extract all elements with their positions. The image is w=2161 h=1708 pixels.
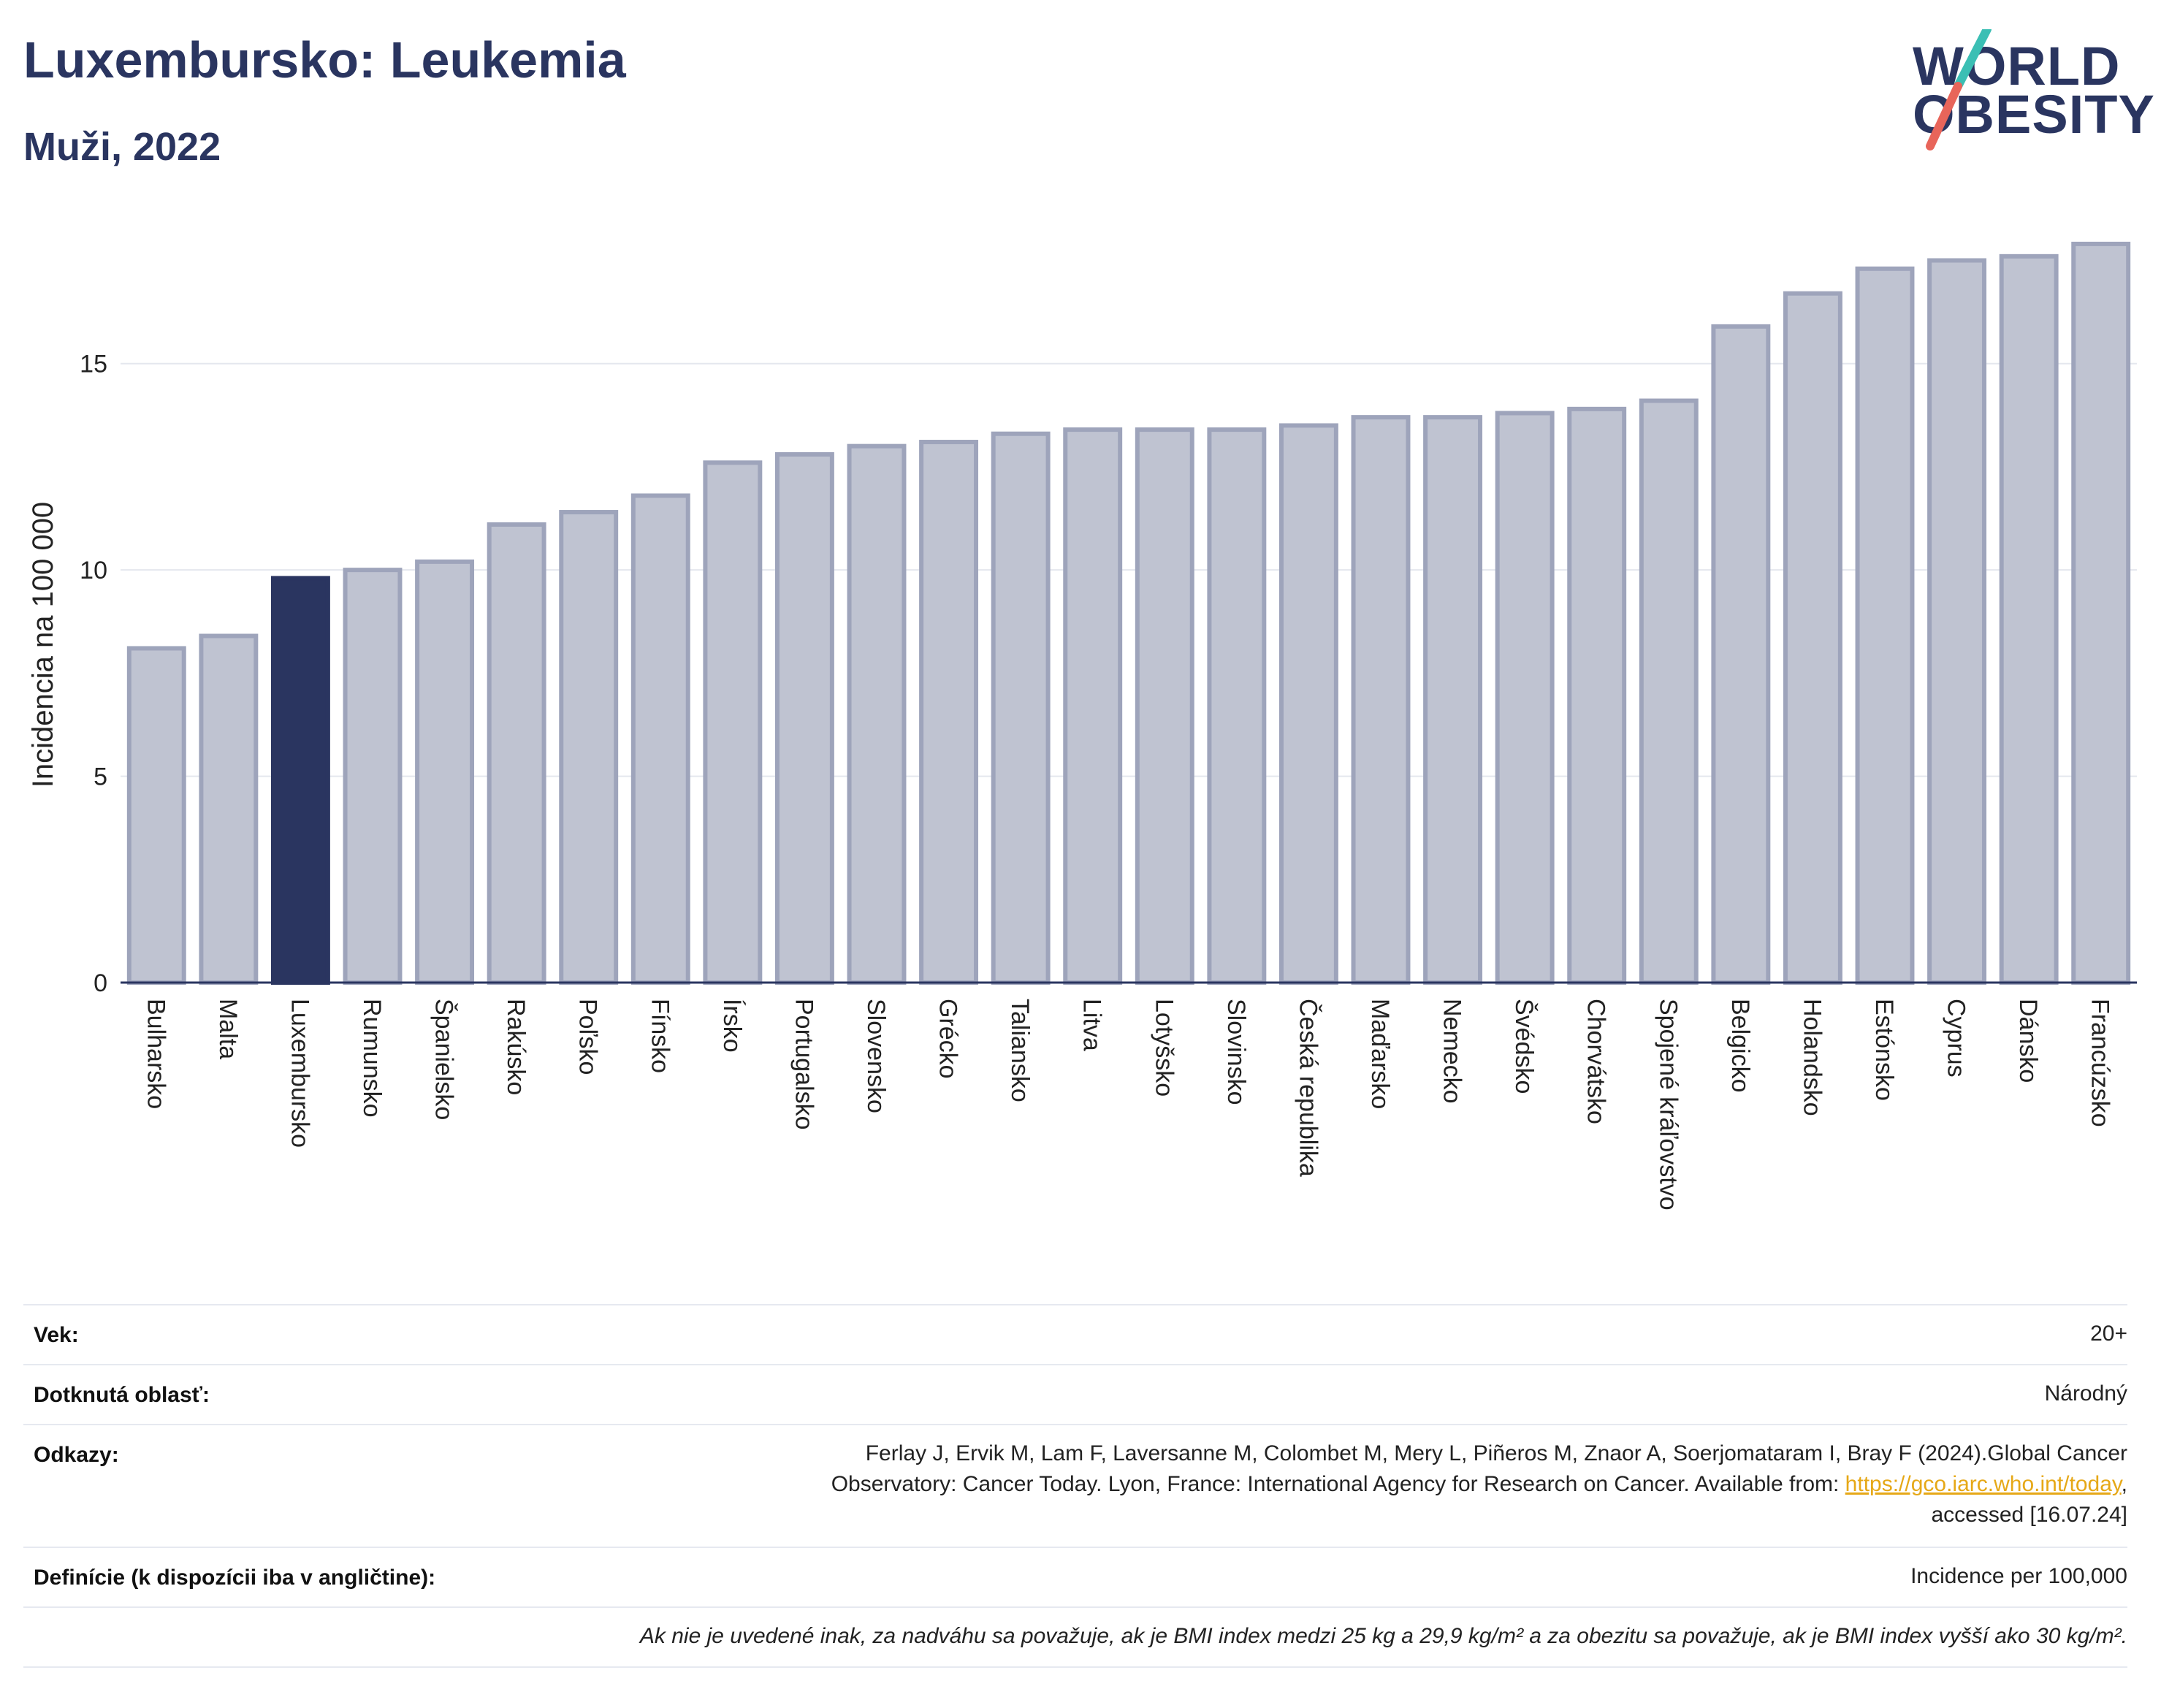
x-tick-label: Fínsko bbox=[646, 999, 674, 1073]
refs-line-1: Ferlay J, Ervik M, Lam F, Laversanne M, … bbox=[865, 1441, 2127, 1465]
x-tick-label: Portugalsko bbox=[790, 999, 817, 1130]
bar bbox=[1063, 427, 1123, 985]
x-tick-label: Rumunsko bbox=[358, 999, 386, 1118]
x-tick-label: Taliansko bbox=[1006, 999, 1034, 1102]
bar bbox=[774, 451, 834, 985]
refs-line-2: Observatory: Cancer Today. Lyon, France:… bbox=[831, 1469, 2127, 1500]
bar bbox=[630, 493, 690, 985]
bar bbox=[199, 633, 259, 985]
x-tick-label: Švédsko bbox=[1510, 999, 1538, 1094]
y-axis-label: Incidencia na 100 000 bbox=[27, 502, 59, 788]
bar bbox=[1135, 427, 1194, 985]
y-tick-label: 15 bbox=[80, 351, 107, 378]
bar bbox=[1711, 324, 1771, 985]
bar bbox=[1495, 411, 1555, 985]
refs-link[interactable]: https://gco.iarc.who.int/today bbox=[1845, 1472, 2122, 1496]
age-label: Vek: bbox=[34, 1323, 79, 1347]
bar bbox=[847, 443, 907, 985]
y-tick-labels: 0 5 10 15 bbox=[80, 351, 107, 997]
bmi-note: Ak nie je uvedené inak, za nadváhu sa po… bbox=[639, 1624, 2127, 1648]
x-tick-label: Česká republika bbox=[1294, 999, 1322, 1177]
x-tick-label: Lotyšsko bbox=[1150, 999, 1178, 1097]
logo-line-world: WORLD bbox=[1913, 36, 2121, 96]
bar bbox=[1351, 415, 1411, 985]
x-tick-label: Írsko bbox=[718, 999, 746, 1053]
x-tick-label: Slovinsko bbox=[1222, 999, 1250, 1105]
bar bbox=[991, 431, 1051, 985]
chart-subtitle: Muži, 2022 bbox=[23, 125, 221, 169]
x-tick-label: Slovensko bbox=[862, 999, 890, 1113]
bar-chart: 0 5 10 15 Bulharsko Malta Luxembursko Rumunsko… bbox=[27, 241, 2137, 1211]
bar bbox=[1999, 253, 2059, 985]
bar bbox=[1855, 266, 1915, 985]
chart-title: Luxembursko: Leukemia bbox=[23, 31, 626, 88]
refs-label: Odkazy: bbox=[34, 1443, 119, 1467]
bar bbox=[1567, 406, 1627, 985]
bar bbox=[1639, 398, 1699, 985]
bar bbox=[1207, 427, 1267, 985]
info-row-refs: Odkazy: Ferlay J, Ervik M, Lam F, Lavers… bbox=[23, 1424, 2127, 1548]
bar bbox=[415, 559, 475, 985]
bar bbox=[343, 568, 403, 985]
x-tick-label: Bulharsko bbox=[142, 999, 169, 1109]
y-tick-label: 5 bbox=[94, 763, 107, 791]
area-label: Dotknutá oblasť: bbox=[34, 1383, 210, 1407]
table-bottom-border bbox=[23, 1666, 2127, 1668]
refs-line-2-text: Observatory: Cancer Today. Lyon, France:… bbox=[831, 1472, 1845, 1496]
x-tick-label: Nemecko bbox=[1438, 999, 1466, 1104]
x-tick-label: Poľsko bbox=[574, 999, 602, 1075]
bar bbox=[126, 646, 186, 985]
bar bbox=[559, 510, 619, 985]
x-tick-label: Rakúsko bbox=[502, 999, 530, 1095]
world-obesity-logo: WORLD OBESITY bbox=[1899, 29, 2154, 161]
x-tick-label: Francúzsko bbox=[2086, 999, 2114, 1127]
definitions-label: Definície (k dispozícii iba v angličtine… bbox=[34, 1566, 436, 1590]
x-tick-labels: Bulharsko Malta Luxembursko Rumunsko Španiel… bbox=[142, 999, 2114, 1211]
definitions-value: Incidence per 100,000 bbox=[1910, 1564, 2127, 1588]
bar bbox=[2071, 241, 2131, 985]
bar bbox=[487, 522, 546, 985]
info-row-area: Dotknutá oblasť: Národný bbox=[23, 1364, 2127, 1425]
bar bbox=[919, 440, 979, 985]
logo-slash-icon bbox=[1926, 29, 1992, 150]
x-tick-label: Luxembursko bbox=[286, 999, 313, 1148]
bars bbox=[126, 241, 2131, 985]
bar bbox=[1783, 291, 1842, 985]
bar bbox=[1927, 258, 1987, 985]
bar bbox=[1278, 423, 1338, 985]
bar-highlighted bbox=[270, 576, 330, 985]
info-row-definitions: Definície (k dispozícii iba v angličtine… bbox=[23, 1547, 2127, 1608]
y-tick-label: 10 bbox=[80, 557, 107, 584]
x-tick-label: Maďarsko bbox=[1366, 999, 1394, 1109]
age-value: 20+ bbox=[2090, 1322, 2127, 1346]
x-tick-label: Belgicko bbox=[1726, 999, 1754, 1093]
x-tick-label: Španielsko bbox=[430, 999, 458, 1120]
x-tick-label: Grécko bbox=[934, 999, 962, 1079]
refs-line-3: accessed [16.07.24] bbox=[1931, 1503, 2127, 1527]
info-row-age: Vek: 20+ bbox=[23, 1304, 2127, 1365]
info-row-note: Ak nie je uvedené inak, za nadváhu sa po… bbox=[23, 1606, 2127, 1668]
x-tick-label: Estónsko bbox=[1870, 999, 1898, 1101]
x-tick-label: Dánsko bbox=[2014, 999, 2042, 1083]
x-tick-label: Cyprus bbox=[1943, 999, 1970, 1078]
bar bbox=[703, 460, 763, 985]
x-tick-label: Malta bbox=[214, 999, 242, 1059]
x-tick-label: Spojené kráľovstvo bbox=[1654, 999, 1682, 1211]
refs-value: Ferlay J, Ervik M, Lam F, Laversanne M, … bbox=[831, 1438, 2127, 1530]
refs-line-2-end: , bbox=[2121, 1472, 2127, 1496]
x-tick-label: Holandsko bbox=[1798, 999, 1826, 1116]
bar bbox=[1423, 415, 1483, 985]
x-tick-label: Litva bbox=[1078, 999, 1106, 1051]
area-value: Národný bbox=[2044, 1381, 2127, 1406]
x-tick-label: Chorvátsko bbox=[1582, 999, 1610, 1124]
y-tick-label: 0 bbox=[94, 969, 107, 997]
